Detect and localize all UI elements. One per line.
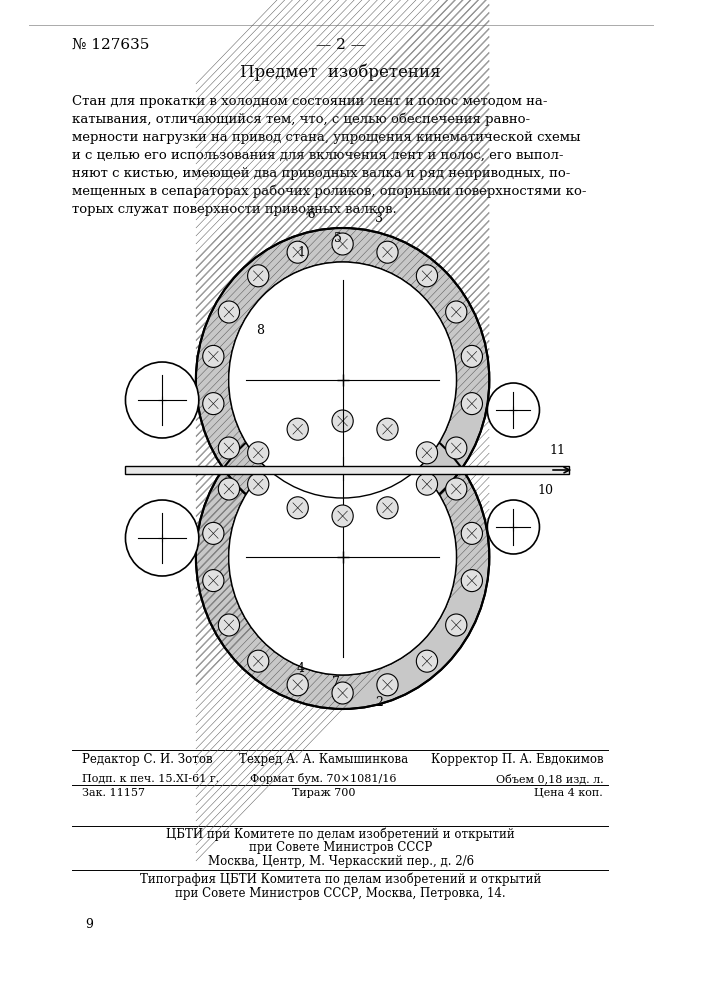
Circle shape (203, 345, 224, 367)
Circle shape (247, 442, 269, 464)
Text: Объем 0,18 изд. л.: Объем 0,18 изд. л. (496, 773, 603, 784)
Text: 11: 11 (550, 444, 566, 456)
Circle shape (287, 418, 308, 440)
Circle shape (377, 241, 398, 263)
Circle shape (377, 418, 398, 440)
Circle shape (445, 614, 467, 636)
Circle shape (229, 439, 457, 675)
Text: Стан для прокатки в холодном состоянии лент и полос методом на-: Стан для прокатки в холодном состоянии л… (72, 95, 548, 108)
Text: Москва, Центр, М. Черкасский пер., д. 2/6: Москва, Центр, М. Черкасский пер., д. 2/… (208, 856, 474, 868)
Text: катывания, отличающийся тем, что, с целью обеспечения равно-: катывания, отличающийся тем, что, с цель… (72, 113, 530, 126)
Text: Цена 4 коп.: Цена 4 коп. (534, 788, 603, 798)
Circle shape (125, 362, 199, 438)
Circle shape (247, 650, 269, 672)
Circle shape (196, 405, 489, 709)
Text: торых служат поверхности приводных валков.: торых служат поверхности приводных валко… (72, 203, 397, 216)
Circle shape (203, 570, 224, 592)
Circle shape (332, 233, 354, 255)
Circle shape (416, 650, 438, 672)
Text: мещенных в сепараторах рабочих роликов, опорными поверхностями ко-: мещенных в сепараторах рабочих роликов, … (72, 185, 587, 198)
Circle shape (229, 262, 457, 498)
Text: при Совете Министров СССР: при Совете Министров СССР (249, 842, 432, 854)
Bar (125, 466, 569, 474)
Text: 3: 3 (375, 212, 383, 225)
Text: Техред А. А. Камышинкова: Техред А. А. Камышинкова (239, 754, 408, 766)
Text: Зак. 11157: Зак. 11157 (82, 788, 145, 798)
Circle shape (247, 473, 269, 495)
Circle shape (445, 301, 467, 323)
Circle shape (461, 570, 482, 592)
Circle shape (332, 505, 354, 527)
Circle shape (229, 262, 457, 498)
Text: Корректор П. А. Евдокимов: Корректор П. А. Евдокимов (431, 754, 603, 766)
Circle shape (196, 228, 489, 532)
Circle shape (445, 437, 467, 459)
Circle shape (229, 439, 457, 675)
Text: 5: 5 (334, 232, 341, 244)
Circle shape (247, 265, 269, 287)
Circle shape (287, 674, 308, 696)
Circle shape (218, 437, 240, 459)
Text: и с целью его использования для включения лент и полос, его выпол-: и с целью его использования для включени… (72, 149, 564, 162)
Circle shape (377, 497, 398, 519)
Text: № 127635: № 127635 (72, 38, 150, 52)
Text: 7: 7 (332, 676, 340, 688)
Text: 10: 10 (537, 484, 554, 496)
Text: ЦБТИ при Комитете по делам изобретений и открытий: ЦБТИ при Комитете по делам изобретений и… (166, 827, 515, 841)
Text: мерности нагрузки на привод стана, упрощения кинематической схемы: мерности нагрузки на привод стана, упрощ… (72, 131, 581, 144)
Circle shape (416, 473, 438, 495)
Circle shape (461, 345, 482, 367)
Text: Подп. к печ. 15.XI-61 г.: Подп. к печ. 15.XI-61 г. (82, 773, 219, 783)
Text: Типография ЦБТИ Комитета по делам изобретений и открытий: Типография ЦБТИ Комитета по делам изобре… (140, 872, 542, 886)
Circle shape (445, 478, 467, 500)
Text: 9: 9 (85, 918, 93, 932)
Circle shape (203, 522, 224, 544)
Circle shape (416, 442, 438, 464)
Text: Формат бум. 70×1081/16: Формат бум. 70×1081/16 (250, 773, 397, 784)
Circle shape (487, 383, 539, 437)
Circle shape (377, 674, 398, 696)
Circle shape (416, 265, 438, 287)
Circle shape (203, 393, 224, 415)
Circle shape (218, 478, 240, 500)
Text: Предмет  изобретения: Предмет изобретения (240, 63, 441, 81)
Circle shape (487, 500, 539, 554)
Text: 4: 4 (297, 662, 305, 674)
Circle shape (332, 682, 354, 704)
Text: при Совете Министров СССР, Москва, Петровка, 14.: при Совете Министров СССР, Москва, Петро… (175, 886, 506, 900)
Text: 2: 2 (375, 696, 383, 708)
Text: Редактор С. И. Зотов: Редактор С. И. Зотов (82, 754, 213, 766)
Circle shape (218, 301, 240, 323)
Circle shape (461, 393, 482, 415)
Text: б: б (307, 209, 315, 222)
Circle shape (218, 614, 240, 636)
Text: — 2 —: — 2 — (315, 38, 366, 52)
Circle shape (125, 500, 199, 576)
Circle shape (332, 410, 354, 432)
Text: 1: 1 (297, 245, 305, 258)
Text: Тираж 700: Тираж 700 (291, 788, 355, 798)
Circle shape (287, 241, 308, 263)
Circle shape (461, 522, 482, 544)
Text: няют с кистью, имеющей два приводных валка и ряд неприводных, по-: няют с кистью, имеющей два приводных вал… (72, 167, 571, 180)
Text: 8: 8 (257, 324, 264, 336)
Circle shape (287, 497, 308, 519)
